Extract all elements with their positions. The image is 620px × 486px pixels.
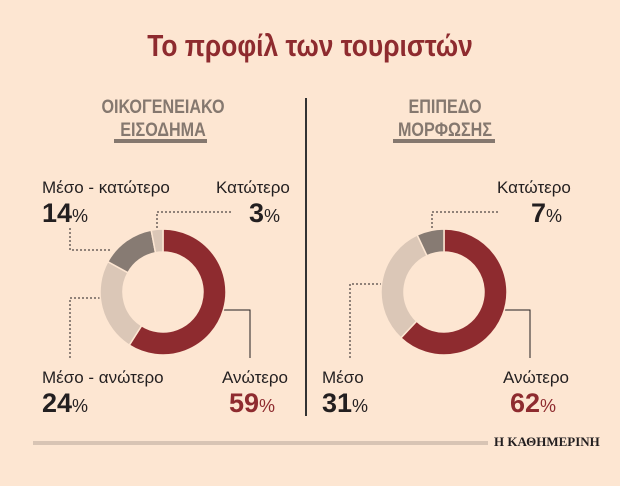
donut-slice — [128, 228, 227, 356]
value-middle: 31% — [322, 388, 369, 418]
value-lower: 3% — [249, 198, 281, 228]
label-lower: Κατώτερο — [216, 178, 290, 197]
label-lower-middle: Μέσο - κατώτερο — [42, 178, 170, 197]
title-line: ΕΠΙΠΕΔΟ — [408, 97, 482, 118]
chart-title-education: ΕΠΙΠΕΔΟ ΜΟΡΦΩΣΗΣ — [360, 96, 530, 142]
title-underline — [393, 139, 495, 143]
title-line: ΕΙΣΟΔΗΜΑ — [120, 120, 206, 141]
value-upper: 59% — [229, 388, 276, 418]
title-line: ΟΙΚΟΓΕΝΕΙΑΚΟ — [101, 97, 225, 118]
leader-line — [497, 309, 531, 358]
value-upper-middle: 24% — [42, 388, 89, 418]
leader-line — [431, 211, 500, 228]
source-logo: Η ΚΑΘΗΜΕΡΙΝΗ — [494, 434, 600, 449]
page-title: Το προφίλ των τουριστών — [147, 28, 473, 63]
donut-slice — [380, 233, 428, 339]
donut-slice — [399, 228, 508, 356]
value-lower-middle: 14% — [42, 198, 89, 228]
donut-slice — [150, 228, 164, 254]
donut-slice — [416, 228, 445, 257]
value-lower: 7% — [531, 198, 563, 228]
title-line: ΜΟΡΦΩΣΗΣ — [397, 120, 493, 141]
donut-slice — [99, 260, 143, 347]
leader-line — [156, 211, 232, 228]
donut-slice — [106, 229, 157, 274]
title-underline — [114, 139, 207, 143]
leader-line — [215, 309, 251, 358]
leader-line — [69, 297, 103, 358]
label-upper: Ανώτερο — [503, 368, 569, 387]
label-upper-middle: Μέσο - ανώτερο — [42, 368, 164, 387]
value-upper: 62% — [510, 388, 557, 418]
label-upper: Ανώτερο — [222, 368, 288, 387]
footer-rule — [33, 441, 488, 445]
leader-line — [69, 228, 112, 251]
label-middle: Μέσο — [322, 368, 364, 387]
divider — [305, 98, 307, 416]
label-lower: Κατώτερο — [497, 178, 571, 197]
chart-title-income: ΟΙΚΟΓΕΝΕΙΑΚΟ ΕΙΣΟΔΗΜΑ — [78, 96, 248, 142]
leader-line — [349, 283, 384, 358]
